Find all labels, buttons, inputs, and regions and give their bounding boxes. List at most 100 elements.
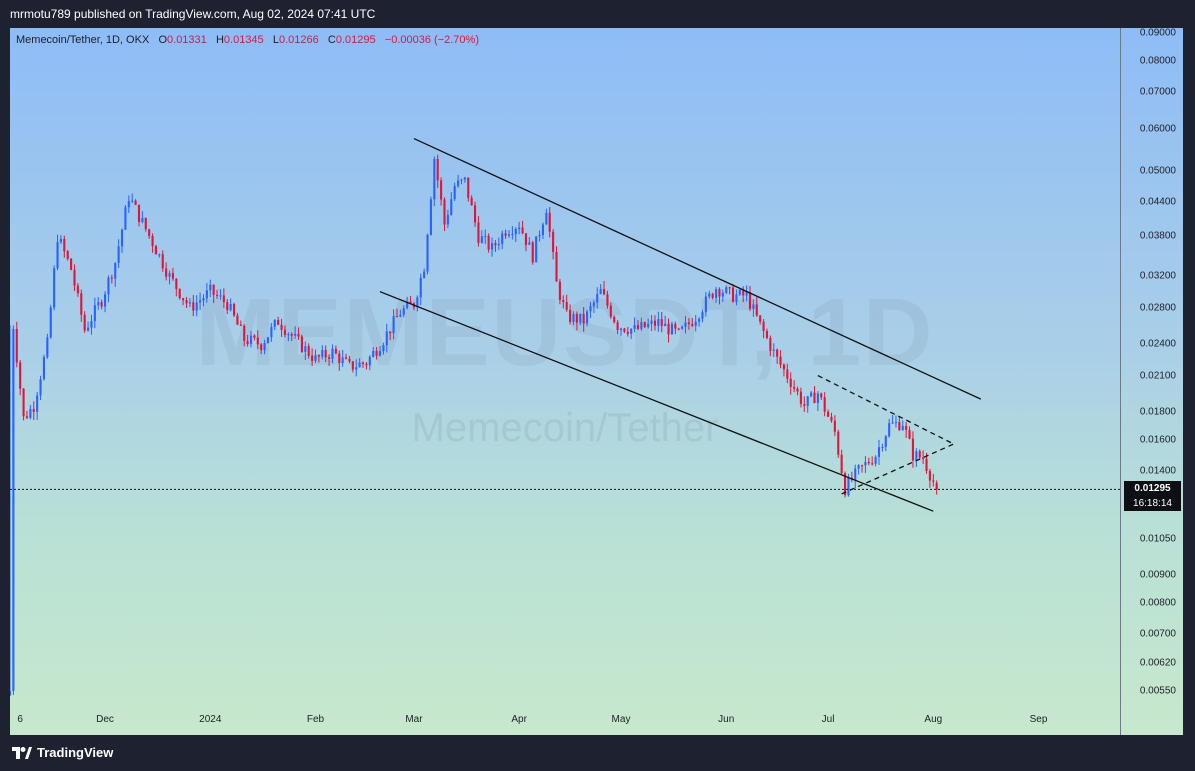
candle-body (684, 322, 687, 327)
candle-body (871, 463, 874, 465)
candle-body (816, 393, 819, 404)
candle-body (477, 222, 480, 243)
candle-body (226, 302, 229, 311)
candle-body (345, 357, 348, 359)
candle-body (765, 331, 769, 338)
candle-body (840, 454, 843, 474)
candle-body (772, 349, 775, 351)
candle-body (735, 294, 738, 302)
candle-body (891, 422, 894, 424)
candle-body (199, 300, 202, 303)
price-axis[interactable]: 0.00550 0.00620 0.00700 0.00800 0.00900 0.010… (1120, 28, 1184, 735)
y-tick-label: 0.08000 (1139, 55, 1176, 67)
candle-body (10, 690, 12, 696)
candle-body (864, 461, 867, 466)
candle-body (473, 205, 477, 223)
candle-body (19, 362, 22, 389)
candle-body (311, 355, 314, 361)
candle-body (277, 319, 280, 325)
candle-body (894, 422, 898, 424)
y-tick-label: 0.02400 (1139, 338, 1176, 350)
candle-body (514, 229, 517, 235)
y-tick-label: 0.01050 (1139, 533, 1176, 545)
candle-body (901, 425, 904, 430)
candle-body (273, 319, 276, 327)
candle-body (294, 333, 297, 336)
candle-body (158, 254, 161, 256)
candle-body (776, 349, 779, 357)
candle-body (860, 465, 864, 467)
open-label: O (158, 34, 168, 46)
candle-body (932, 480, 935, 482)
candle-body (154, 246, 158, 255)
candle-body (569, 309, 572, 322)
tradingview-brand: TradingView (37, 745, 114, 760)
candle-body (317, 355, 320, 357)
candle-body (708, 293, 711, 297)
candle-body (823, 397, 826, 412)
candle-body (453, 186, 456, 200)
tradingview-logo[interactable]: TradingView (12, 745, 113, 760)
candle-body (243, 325, 246, 341)
candle-body (253, 335, 256, 338)
x-tick-label: May (611, 714, 631, 725)
price-chart[interactable] (10, 28, 1120, 735)
close-value: 0.01295 (335, 34, 376, 46)
candle-body (127, 201, 130, 208)
candle-body (813, 392, 816, 404)
y-tick-label: 0.02800 (1139, 302, 1176, 314)
candle-body (239, 324, 242, 326)
candle-body (423, 271, 426, 278)
candle-body (446, 214, 449, 225)
candle-body (640, 322, 643, 329)
candle-body (63, 238, 66, 252)
candle-body (321, 350, 324, 357)
candle-body (32, 408, 35, 412)
tradingview-logo-icon (12, 746, 32, 759)
candle-body (392, 316, 395, 334)
candle-body (905, 425, 908, 430)
candle-body (636, 325, 640, 329)
candle-body (39, 379, 42, 396)
candle-body (314, 355, 317, 361)
y-tick-label: 0.09000 (1139, 28, 1176, 39)
candle-body (467, 177, 470, 198)
candle-body (827, 411, 830, 417)
candle-body (93, 305, 96, 322)
candle-body (131, 200, 134, 202)
y-tick-label: 0.00800 (1139, 597, 1176, 609)
candle-body (433, 158, 436, 200)
candle-body (440, 180, 443, 200)
candle-body (358, 362, 361, 368)
candle-body (552, 231, 555, 253)
candle-body (202, 298, 205, 301)
candle-body (501, 233, 504, 245)
candle-body (884, 436, 887, 448)
right-gutter (1183, 28, 1195, 735)
candle-body (216, 294, 219, 296)
candle-body (725, 287, 728, 293)
candle-body (922, 457, 925, 459)
y-tick-label: 0.01600 (1139, 434, 1176, 446)
candle-body (837, 431, 840, 455)
candle-body (664, 323, 667, 327)
candle-body (229, 304, 232, 311)
candle-body (748, 291, 752, 309)
chart-area[interactable]: MEMEUSDT, 1D Memecoin/Tether Memecoin/Te… (10, 28, 1120, 735)
candle-body (178, 288, 181, 299)
candle-body (151, 235, 154, 247)
candle-body (687, 322, 690, 325)
candle-body (789, 378, 792, 387)
candle-body (630, 328, 633, 334)
candle-body (487, 235, 490, 250)
candle-body (188, 302, 191, 304)
candle-body (589, 306, 592, 312)
candle-body (935, 482, 938, 490)
candle-body (385, 331, 388, 346)
candle-body (704, 296, 707, 313)
candle-body (103, 294, 107, 307)
candle-body (908, 429, 911, 439)
candle-body (599, 289, 602, 294)
candle-body (721, 292, 724, 297)
candle-body (565, 301, 568, 310)
